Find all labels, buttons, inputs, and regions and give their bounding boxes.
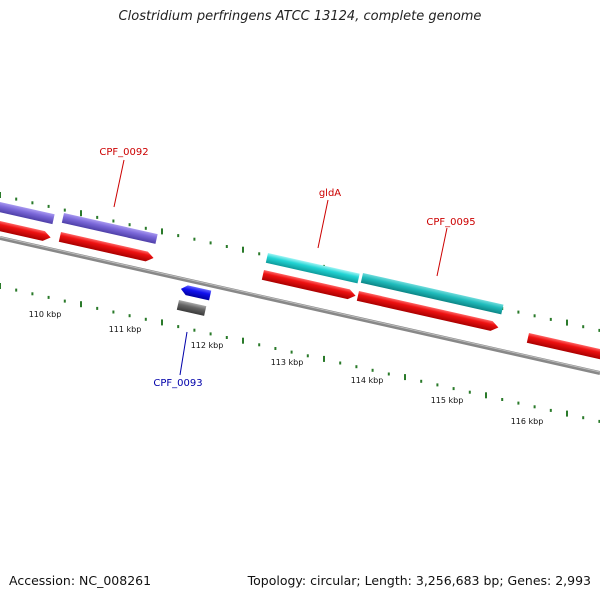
outer-tick-mark xyxy=(209,241,212,245)
outer-tick-mark xyxy=(15,197,18,201)
inner-tick-mark xyxy=(420,379,423,383)
inner-tick-mark xyxy=(306,354,309,358)
blue-arrow-CPF_0093[interactable] xyxy=(180,284,212,301)
teal-feature-CPF_0095[interactable] xyxy=(360,273,504,315)
cds-arrow-CPF_0092[interactable] xyxy=(58,232,155,263)
outer-tick-mark xyxy=(144,226,147,230)
gene-label-CPF_0095[interactable]: CPF_0095 xyxy=(426,217,475,228)
inner-tick-mark xyxy=(517,401,520,405)
outer-tick-mark xyxy=(598,328,600,332)
tick-label-115: 115 kbp xyxy=(431,396,464,405)
cds-arrow-CPF_0095[interactable] xyxy=(356,291,500,332)
inner-tick-mark xyxy=(290,350,293,354)
inner-tick-mark xyxy=(161,319,163,326)
purple-feature-CPF_0092[interactable] xyxy=(61,213,158,244)
inner-tick-mark xyxy=(566,410,568,417)
inner-tick-mark xyxy=(582,416,585,420)
tick-label-116: 116 kbp xyxy=(511,417,544,426)
leader-line-CPF_0095 xyxy=(436,227,448,277)
outer-tick-mark xyxy=(96,215,99,219)
inner-tick-mark xyxy=(47,295,50,299)
outer-tick-mark xyxy=(582,325,585,329)
gray-feature-CPF_0093[interactable] xyxy=(176,300,207,316)
inner-tick-mark xyxy=(485,392,487,399)
inner-tick-mark xyxy=(355,365,358,369)
inner-tick-mark xyxy=(128,314,131,318)
inner-tick-mark xyxy=(274,347,277,350)
outer-tick-mark xyxy=(225,245,228,248)
outer-tick-mark xyxy=(517,310,520,314)
inner-tick-mark xyxy=(80,301,82,308)
outer-tick-mark xyxy=(193,237,196,241)
inner-tick-mark xyxy=(63,299,66,303)
cds-arrow-left[interactable] xyxy=(0,221,52,242)
inner-tick-mark xyxy=(387,372,390,376)
inner-tick-mark xyxy=(242,337,244,344)
tick-label-110: 110 kbp xyxy=(29,310,62,319)
outer-tick-mark xyxy=(47,204,50,208)
outer-tick-mark xyxy=(177,234,180,238)
tick-label-112: 112 kbp xyxy=(191,341,224,350)
outer-tick-mark xyxy=(112,219,115,223)
outer-tick-mark xyxy=(80,210,82,217)
outer-tick-mark xyxy=(128,223,131,227)
gene-label-gldA[interactable]: gldA xyxy=(319,188,341,199)
outer-tick-mark xyxy=(63,208,66,212)
leader-line-gldA xyxy=(317,199,329,249)
purple-feature-left[interactable] xyxy=(0,202,55,225)
leader-line-CPF_0092 xyxy=(113,159,125,208)
outer-tick-mark xyxy=(242,246,244,253)
inner-tick-mark xyxy=(31,292,34,296)
inner-tick-mark xyxy=(452,387,455,391)
inner-tick-mark xyxy=(371,368,374,372)
outer-tick-mark xyxy=(0,192,1,198)
inner-tick-mark xyxy=(501,398,504,401)
tick-label-113: 113 kbp xyxy=(271,358,304,367)
gene-label-CPF_0092[interactable]: CPF_0092 xyxy=(99,147,148,158)
inner-tick-mark xyxy=(225,336,228,339)
tick-label-114: 114 kbp xyxy=(351,376,384,385)
inner-tick-mark xyxy=(323,355,325,362)
accession-text: Accession: NC_008261 xyxy=(9,573,152,588)
inner-tick-mark xyxy=(258,343,261,347)
inner-tick-mark xyxy=(209,332,212,336)
inner-tick-mark xyxy=(96,306,99,310)
outer-tick-mark xyxy=(549,317,552,321)
inner-tick-mark xyxy=(339,361,342,365)
inner-tick-mark xyxy=(0,283,1,289)
genome-backbone-highlight xyxy=(0,236,600,373)
inner-tick-mark xyxy=(549,408,552,412)
inner-tick-mark xyxy=(598,419,600,423)
gene-label-CPF_0093[interactable]: CPF_0093 xyxy=(153,378,202,389)
genome-summary-text: Topology: circular; Length: 3,256,683 bp… xyxy=(247,573,591,588)
inner-tick-mark xyxy=(468,390,471,394)
inner-tick-mark xyxy=(533,405,536,409)
outer-tick-mark xyxy=(258,252,261,256)
genome-backbone xyxy=(0,236,600,375)
inner-tick-mark xyxy=(193,328,196,332)
map-title: Clostridium perfringens ATCC 13124, comp… xyxy=(118,9,482,24)
inner-tick-row xyxy=(0,283,600,423)
inner-tick-mark xyxy=(404,374,406,381)
leader-line-CPF_0093 xyxy=(179,331,188,376)
inner-tick-mark xyxy=(15,288,18,292)
outer-tick-mark xyxy=(566,319,568,326)
inner-tick-mark xyxy=(144,317,147,321)
inner-tick-mark xyxy=(177,325,180,329)
inner-tick-mark xyxy=(436,383,439,387)
cds-arrow-right[interactable] xyxy=(526,333,600,362)
outer-tick-mark xyxy=(533,314,536,318)
outer-tick-mark xyxy=(31,201,34,205)
cyan-feature-gldA[interactable] xyxy=(265,253,360,284)
tick-label-111: 111 kbp xyxy=(109,325,142,334)
outer-tick-mark xyxy=(161,228,163,235)
cds-arrow-gldA[interactable] xyxy=(261,270,357,301)
inner-tick-mark xyxy=(112,310,115,314)
